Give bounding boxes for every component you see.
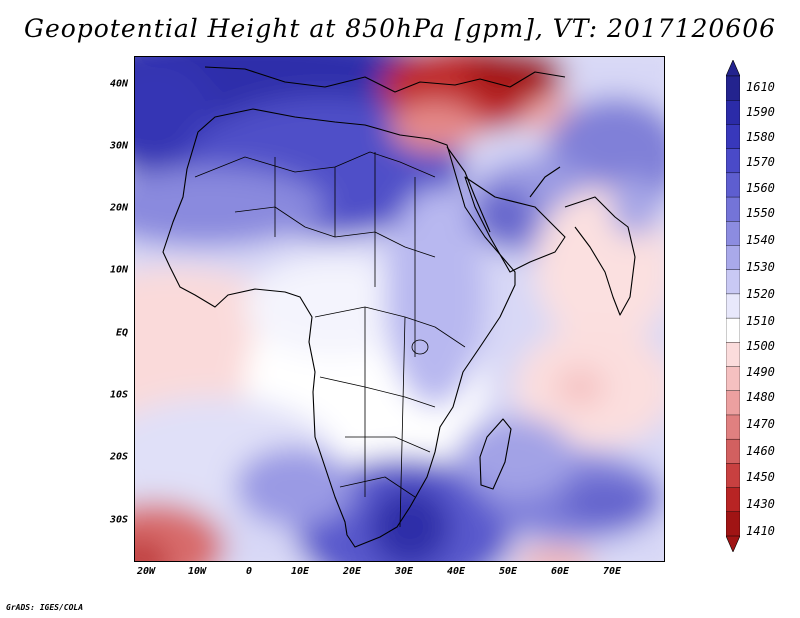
colorbar-cell: [726, 414, 740, 440]
colorbar-label: 1490: [746, 365, 775, 379]
colorbar-cell: [726, 221, 740, 246]
colorbar-cell: [726, 245, 740, 271]
asia-coastline: [564, 196, 636, 316]
lon-label: 10W: [187, 566, 207, 577]
coastlines: [162, 66, 636, 548]
colorbar-label: 1430: [746, 497, 775, 511]
colorbar-label: 1540: [746, 233, 775, 247]
colorbar-label: 1480: [746, 390, 775, 404]
red-sea-line: [446, 146, 491, 233]
colorbar-label: 1570: [746, 155, 775, 169]
lat-label: 40N: [109, 78, 128, 90]
lon-label: 70E: [602, 566, 622, 577]
arabia-coastline: [464, 176, 566, 273]
gulf-line: [529, 166, 561, 198]
colorbar-label: 1510: [746, 314, 775, 328]
colorbar-label: 1410: [746, 524, 775, 538]
geopotential-map: [135, 57, 664, 561]
map-title: Geopotential Height at 850hPa [gpm], VT:…: [23, 14, 777, 43]
lake-victoria: [411, 339, 429, 355]
lat-label: 10S: [109, 389, 128, 401]
lon-label: 40E: [446, 566, 466, 577]
colorbar-cell: [726, 75, 740, 101]
colorbar-cell: [726, 487, 740, 513]
colorbar-label: 1500: [746, 339, 775, 353]
border-line: [274, 152, 416, 357]
europe-coastline: [204, 66, 566, 93]
map-panel[interactable]: [134, 56, 665, 562]
lon-label: 30E: [394, 566, 414, 577]
colorbar-label: 1550: [746, 206, 775, 220]
lat-label: 20N: [109, 202, 128, 214]
colorbar-cell: [726, 100, 740, 125]
colorbar-cell: [726, 293, 740, 319]
colorbar-label: 1530: [746, 260, 775, 274]
colorbar-cell: [726, 196, 740, 222]
madagascar-coastline: [479, 418, 512, 490]
credit-text: GrADS: IGES/COLA: [6, 603, 84, 612]
border-line: [319, 376, 436, 498]
colorbar-label: 1560: [746, 181, 775, 195]
colorbar-cell: [726, 438, 740, 464]
colorbar-cell: [726, 317, 740, 343]
colorbar-cell: [726, 366, 740, 392]
lon-label: 50E: [498, 566, 518, 577]
colorbar-label: 1520: [746, 287, 775, 301]
colorbar-cell: [726, 269, 740, 295]
lon-label: 20E: [342, 566, 362, 577]
colorbar-cell: [726, 342, 740, 368]
colorbar-top-arrow: [726, 60, 740, 77]
lon-label: 10E: [290, 566, 310, 577]
lat-label: 20S: [109, 451, 128, 463]
colorbar-label: 1580: [746, 130, 775, 144]
colorbar-cell: [726, 172, 740, 198]
lat-label: EQ: [115, 327, 128, 339]
lon-label: 20W: [136, 566, 156, 577]
lat-label: 30N: [109, 140, 128, 152]
colorbar-cell: [726, 463, 740, 489]
colorbar: [726, 60, 740, 552]
lon-label: 0: [245, 566, 253, 577]
colorbar-bottom-arrow: [726, 535, 740, 552]
colorbar-cell: [726, 148, 740, 174]
border-line: [364, 307, 406, 528]
height-field: [135, 57, 664, 561]
colorbar-label: 1460: [746, 444, 775, 458]
colorbar-cell: [726, 124, 740, 150]
colorbar-label: 1590: [746, 105, 775, 119]
lon-label: 60E: [550, 566, 570, 577]
colorbar-label: 1470: [746, 417, 775, 431]
colorbar-cell: [726, 511, 740, 537]
lat-label: 30S: [109, 514, 128, 526]
colorbar-cell: [726, 390, 740, 416]
colorbar-label: 1450: [746, 470, 775, 484]
colorbar-label: 1610: [746, 80, 775, 94]
africa-coastline: [162, 108, 516, 548]
lat-label: 10N: [109, 264, 128, 276]
